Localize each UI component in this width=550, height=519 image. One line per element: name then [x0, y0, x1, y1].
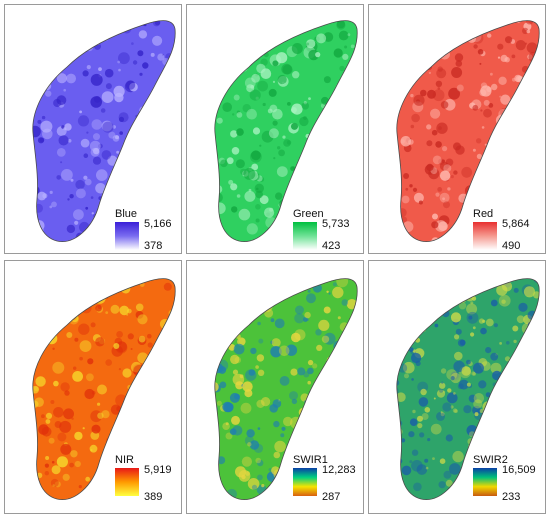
band-panel-red: Red 5,864 490	[368, 4, 546, 254]
legend-min: 233	[502, 491, 521, 503]
legend-max: 5,919	[144, 464, 172, 476]
legend-min: 423	[322, 240, 341, 252]
legend-ramp	[293, 222, 317, 250]
map-nir	[32, 278, 176, 500]
map-blue	[32, 20, 176, 242]
band-label: NIR	[115, 454, 134, 466]
legend-min: 378	[144, 240, 163, 252]
band-label: SWIR1	[293, 454, 328, 466]
band-label: SWIR2	[473, 454, 508, 466]
map-green	[214, 20, 358, 242]
legend-max: 12,283	[322, 464, 356, 476]
band-panel-swir2: SWIR2 16,509 233	[368, 260, 546, 514]
band-label: Green	[293, 208, 324, 220]
map-swir2	[396, 278, 540, 500]
band-panel-blue: Blue 5,166 378	[4, 4, 182, 254]
legend-ramp	[115, 468, 139, 496]
band-panel-swir1: SWIR1 12,283 287	[186, 260, 364, 514]
legend-max: 16,509	[502, 464, 536, 476]
band-panel-green: Green 5,733 423	[186, 4, 364, 254]
legend-ramp	[115, 222, 139, 250]
band-panel-nir: NIR 5,919 389	[4, 260, 182, 514]
band-label: Blue	[115, 208, 138, 220]
legend-max: 5,864	[502, 218, 530, 230]
map-swir1	[214, 278, 358, 500]
legend-ramp	[473, 468, 497, 496]
legend-max: 5,166	[144, 218, 172, 230]
band-label: Red	[473, 208, 494, 220]
map-red	[396, 20, 540, 242]
legend-ramp	[293, 468, 317, 496]
legend-min: 490	[502, 240, 521, 252]
legend-min: 287	[322, 491, 341, 503]
legend-ramp	[473, 222, 497, 250]
legend-min: 389	[144, 491, 163, 503]
legend-max: 5,733	[322, 218, 350, 230]
